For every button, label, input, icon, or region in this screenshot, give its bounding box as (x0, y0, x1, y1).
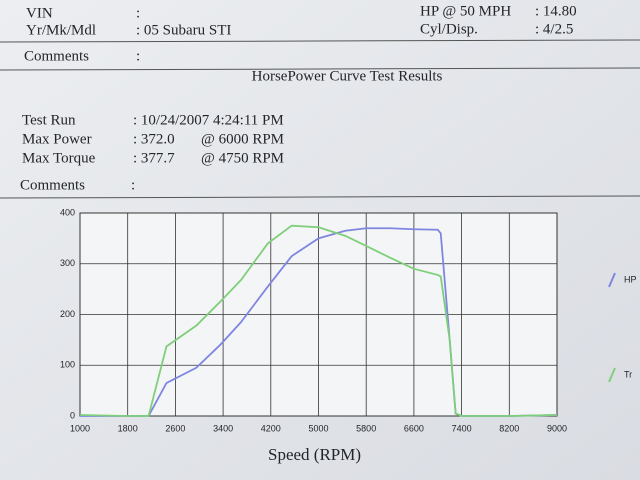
rule (0, 195, 640, 199)
text: : (136, 5, 140, 21)
text: : 05 Subaru STI (136, 22, 231, 38)
text: @ 6000 RPM (201, 131, 284, 147)
text: HP @ 50 MPH (420, 3, 511, 19)
series-line (79, 224, 558, 417)
x-tick-label: 8200 (499, 423, 519, 433)
x-tick-label: 3400 (213, 423, 233, 433)
text: @ 4750 RPM (201, 150, 284, 166)
text: : 377.7 (133, 150, 175, 166)
text: Test Run (22, 112, 76, 128)
x-tick-label: 5800 (356, 423, 376, 433)
text: HorsePower Curve Test Results (252, 68, 443, 84)
x-tick-label: 5000 (308, 423, 328, 433)
legend-label: HP (624, 274, 637, 284)
text: Max Torque (22, 150, 96, 166)
x-tick-label: 6600 (404, 423, 424, 433)
text: Yr/Mk/Mdl (26, 22, 96, 38)
text: : 372.0 (133, 131, 175, 147)
legend-label: Tr (624, 369, 632, 379)
text: : 10/24/2007 4:24:11 PM (133, 112, 284, 128)
y-tick-label: 200 (60, 309, 75, 319)
text: : 14.80 (535, 3, 577, 19)
text: Max Power (22, 131, 92, 147)
text: Comments (24, 48, 89, 64)
text: : (131, 177, 135, 193)
x-tick-label: 4200 (261, 423, 281, 433)
rule (0, 39, 640, 43)
text: : 4/2.5 (535, 21, 573, 37)
text: : (136, 48, 140, 64)
y-tick-label: 0 (70, 410, 75, 420)
text: Cyl/Disp. (420, 21, 478, 37)
y-tick-label: 400 (60, 207, 75, 217)
x-tick-label: 9000 (547, 423, 567, 433)
y-tick-label: 300 (60, 258, 75, 268)
x-axis-label: Speed (RPM) (268, 445, 361, 464)
x-tick-label: 7400 (452, 423, 472, 433)
legend-swatch (608, 272, 616, 288)
text: Comments (20, 177, 85, 193)
x-tick-label: 1800 (118, 423, 138, 433)
x-tick-label: 2600 (165, 423, 185, 433)
rule (0, 67, 640, 71)
x-tick-label: 1000 (70, 423, 90, 433)
y-tick-label: 100 (60, 360, 75, 370)
legend-swatch (608, 367, 616, 383)
text: VIN (26, 5, 53, 21)
